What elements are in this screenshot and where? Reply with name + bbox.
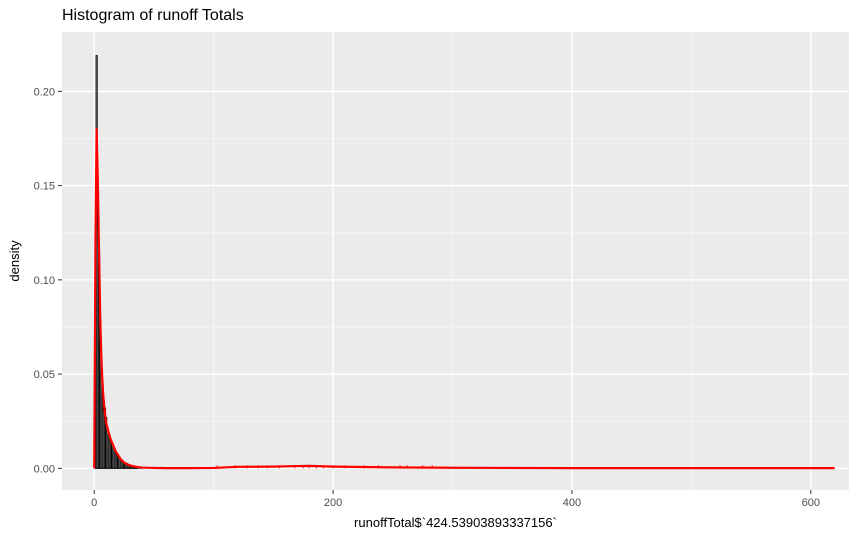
- y-tick-label: 0.15: [34, 181, 55, 193]
- y-tick-label: 0.05: [34, 369, 55, 381]
- x-tick-label: 400: [563, 497, 581, 509]
- density-curve: [93, 127, 835, 470]
- x-axis: 0 200 400 600: [91, 490, 820, 509]
- y-tick-label: 0.20: [34, 86, 55, 98]
- x-tick-label: 600: [802, 497, 820, 509]
- plot-panel: [62, 32, 849, 490]
- y-tick-label: 0.00: [34, 463, 55, 475]
- x-tick-label: 200: [324, 497, 342, 509]
- chart-title: Histogram of runoff Totals: [62, 7, 244, 24]
- y-axis: 0.00 0.05 0.10 0.15 0.20: [34, 86, 62, 475]
- x-tick-label: 0: [91, 497, 97, 509]
- x-axis-title: runoffTotal$`424.53903893337156`: [354, 515, 557, 530]
- minor-gridlines: [62, 32, 849, 490]
- y-tick-label: 0.10: [34, 275, 55, 287]
- y-axis-title: density: [7, 240, 22, 282]
